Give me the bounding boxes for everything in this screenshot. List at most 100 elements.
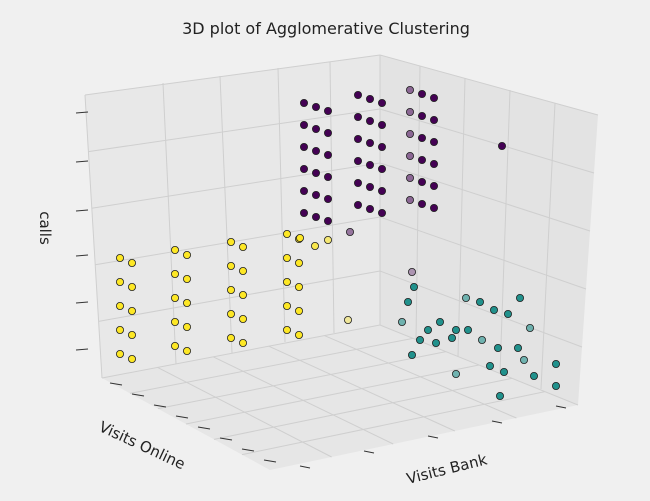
- y-tick: [263, 459, 277, 463]
- pane-floor: [102, 325, 578, 470]
- data-point: [377, 208, 386, 217]
- data-point: [429, 116, 438, 125]
- data-point: [461, 293, 470, 302]
- z-tick: [75, 111, 89, 114]
- data-point: [377, 121, 386, 130]
- grid-line-right-v: [499, 89, 511, 374]
- data-point: [520, 355, 529, 364]
- grid-line-right-h: [379, 162, 591, 232]
- data-point: [405, 129, 414, 138]
- data-point: [493, 343, 502, 352]
- data-point: [311, 190, 320, 199]
- data-point: [294, 330, 303, 339]
- data-point: [417, 112, 426, 121]
- data-point: [170, 245, 179, 254]
- data-point: [343, 315, 352, 324]
- data-point: [299, 99, 308, 108]
- data-point: [170, 269, 179, 278]
- data-point: [405, 108, 414, 117]
- data-point: [397, 317, 406, 326]
- data-point: [495, 391, 504, 400]
- data-point: [409, 282, 418, 291]
- data-point: [365, 182, 374, 191]
- data-point: [377, 99, 386, 108]
- data-point: [353, 156, 362, 165]
- data-point: [299, 186, 308, 195]
- data-point: [294, 282, 303, 291]
- data-point: [365, 95, 374, 104]
- data-point: [423, 325, 432, 334]
- pane-back-left: [85, 55, 380, 378]
- z-tick: [75, 301, 89, 304]
- data-point: [170, 317, 179, 326]
- data-point: [377, 142, 386, 151]
- data-point: [116, 301, 125, 310]
- data-point: [407, 350, 416, 359]
- data-point: [477, 335, 486, 344]
- data-point: [552, 381, 561, 390]
- data-point: [530, 371, 539, 380]
- data-point: [405, 86, 414, 95]
- data-point: [417, 133, 426, 142]
- data-point: [323, 128, 332, 137]
- data-point: [170, 341, 179, 350]
- y-tick: [219, 437, 233, 441]
- data-point: [405, 173, 414, 182]
- y-tick: [153, 404, 167, 408]
- data-point: [485, 361, 494, 370]
- grid-line-back-h: [84, 54, 381, 96]
- data-point: [345, 227, 354, 236]
- data-point: [294, 258, 303, 267]
- data-point: [497, 141, 506, 150]
- grid-line-right-h: [379, 54, 599, 116]
- data-point: [323, 216, 332, 225]
- data-point: [299, 121, 308, 130]
- data-point: [353, 178, 362, 187]
- data-point: [417, 155, 426, 164]
- data-point: [127, 330, 136, 339]
- data-point: [294, 306, 303, 315]
- data-point: [226, 261, 235, 270]
- data-point: [552, 359, 561, 368]
- grid-line-back-v: [277, 67, 286, 343]
- data-point: [429, 137, 438, 146]
- grid-line-right-h: [379, 108, 595, 174]
- grid-line-floor: [324, 335, 517, 419]
- data-point: [282, 301, 291, 310]
- data-point: [323, 107, 332, 116]
- chart-title: 3D plot of Agglomerative Clustering: [182, 19, 470, 38]
- data-point: [238, 314, 247, 323]
- data-point: [282, 229, 291, 238]
- data-point: [417, 199, 426, 208]
- data-point: [226, 237, 235, 246]
- data-point: [182, 322, 191, 331]
- grid-line-back-h: [91, 162, 381, 209]
- grid-line-right-v: [415, 65, 421, 341]
- data-point: [377, 164, 386, 173]
- data-point: [238, 266, 247, 275]
- data-point: [429, 159, 438, 168]
- data-point: [323, 150, 332, 159]
- y-tick: [109, 382, 123, 386]
- grid-line-back-v: [84, 94, 103, 379]
- grid-line-floor: [157, 351, 447, 410]
- y-tick: [175, 415, 189, 419]
- data-point: [499, 367, 508, 376]
- data-point: [503, 309, 512, 318]
- data-point: [311, 125, 320, 134]
- data-point: [323, 235, 332, 244]
- data-point: [429, 203, 438, 212]
- data-point: [516, 293, 525, 302]
- grid-line-back-v: [329, 61, 335, 334]
- data-point: [526, 323, 535, 332]
- grid-line-back-h: [88, 108, 381, 153]
- data-point: [451, 369, 460, 378]
- x-tick: [491, 420, 503, 424]
- grid-line-floor: [241, 391, 546, 456]
- data-point: [353, 113, 362, 122]
- y-tick: [197, 426, 211, 430]
- grid-line-floor: [157, 366, 332, 458]
- data-point: [127, 306, 136, 315]
- data-point: [282, 325, 291, 334]
- data-point: [282, 253, 291, 262]
